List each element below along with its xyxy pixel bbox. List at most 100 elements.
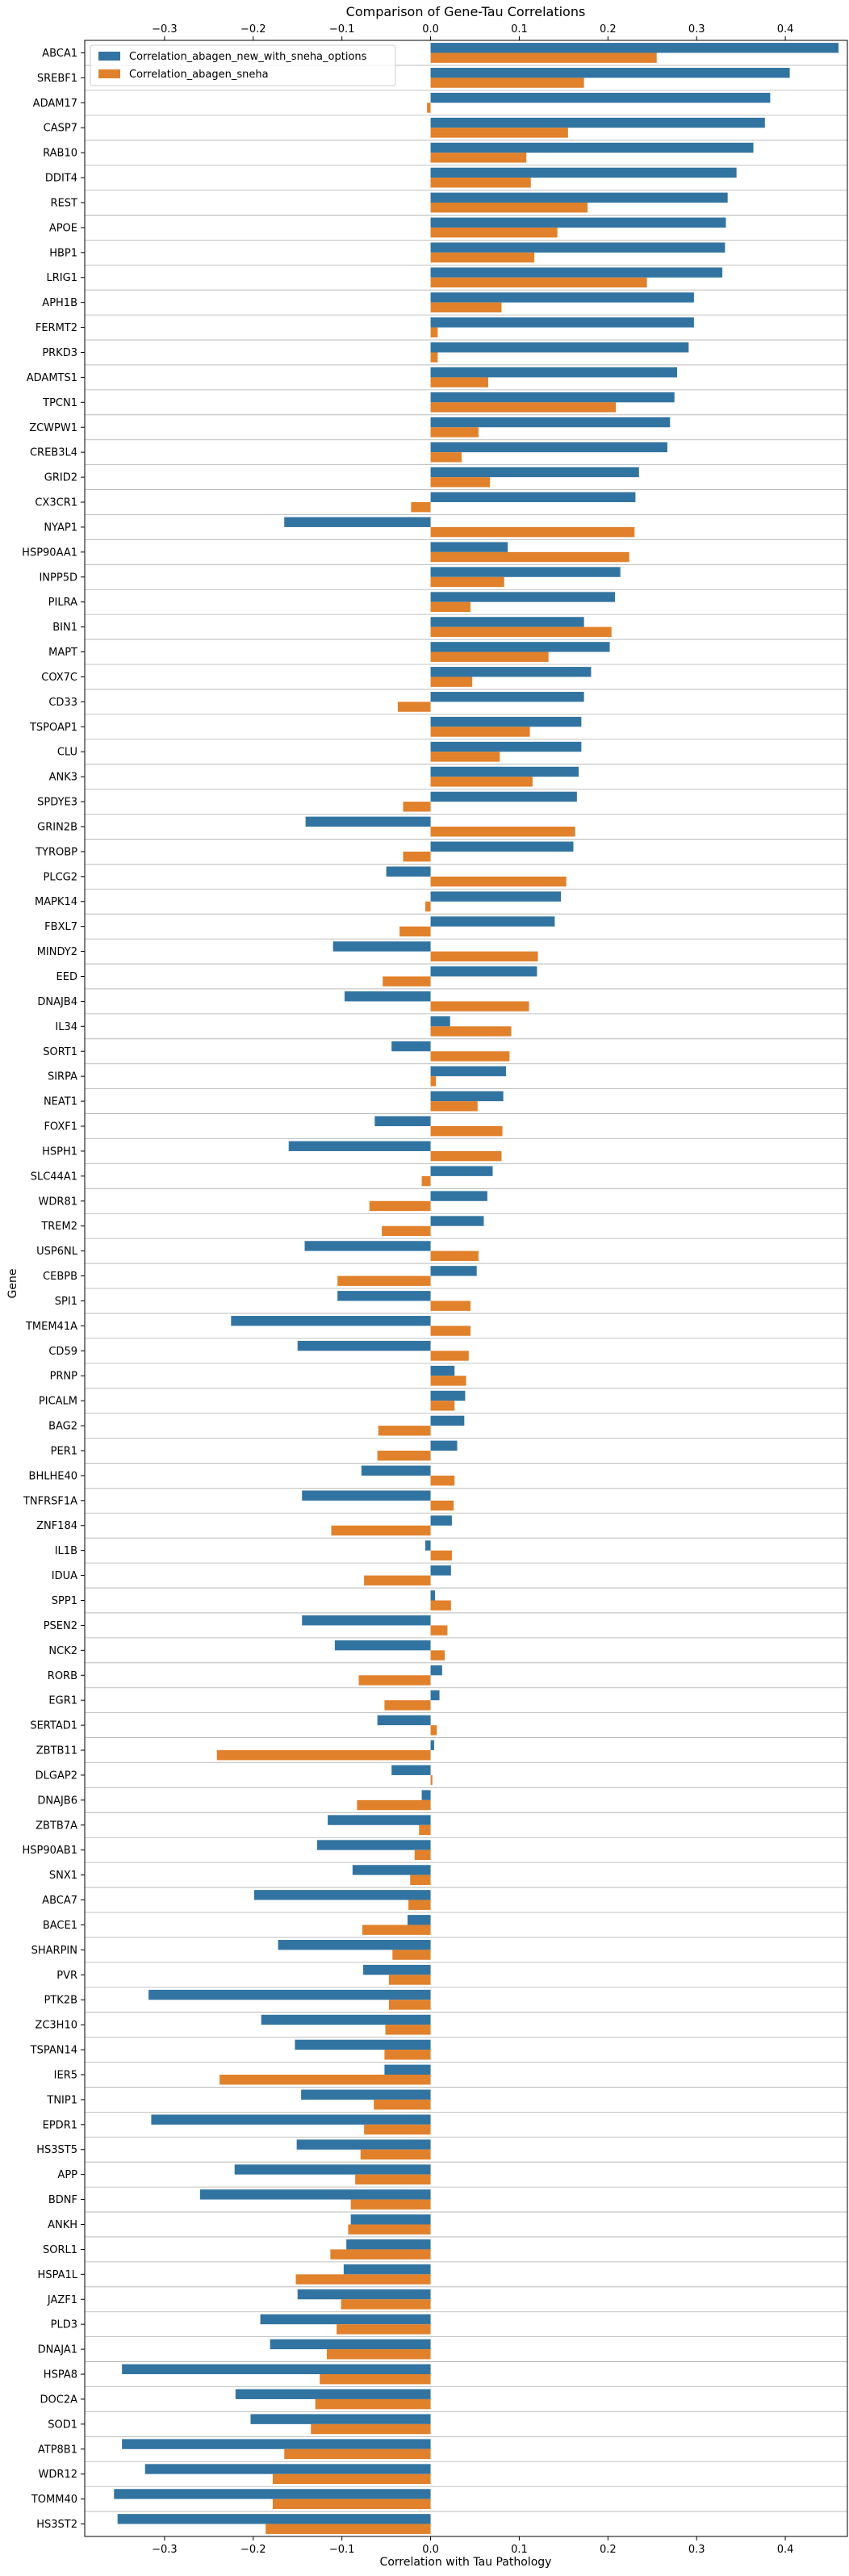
bar-new-with-sneha-options-hsph1 — [288, 1141, 431, 1151]
bar-sneha-apoe — [430, 227, 558, 238]
bar-new-with-sneha-options-ptk2b — [148, 1989, 431, 2000]
bar-new-with-sneha-options-adam17 — [430, 92, 771, 103]
bar-new-with-sneha-options-grin2b — [305, 816, 431, 827]
bar-sneha-zbtb11 — [216, 1750, 431, 1761]
bar-sneha-hspa1l — [295, 2274, 431, 2285]
bar-new-with-sneha-options-mapk14 — [430, 891, 562, 902]
bar-sneha-spi1 — [430, 1301, 471, 1311]
bar-sneha-bin1 — [430, 626, 612, 637]
bar-sneha-snx1 — [410, 1874, 431, 1885]
bar-new-with-sneha-options-dnaja1 — [270, 2339, 431, 2350]
bar-sneha-sort1 — [430, 1051, 510, 1062]
chart-title: Comparison of Gene-Tau Correlations — [346, 4, 586, 19]
bar-sneha-spdye3 — [403, 802, 431, 812]
bar-new-with-sneha-options-hbp1 — [430, 242, 726, 253]
bar-new-with-sneha-options-per1 — [430, 1440, 458, 1451]
bar-new-with-sneha-options-sorl1 — [346, 2239, 431, 2250]
y-tick-label-il34: IL34 — [55, 1021, 77, 1033]
bar-new-with-sneha-options-ank3 — [430, 766, 579, 777]
y-tick-label-app: APP — [57, 2169, 77, 2181]
y-tick-label-sod1: SOD1 — [48, 2419, 77, 2431]
y-tick-label-usp6nl: USP6NL — [36, 1246, 78, 1258]
bar-new-with-sneha-options-wdr81 — [430, 1191, 487, 1201]
y-tick-label-fbxl7: FBXL7 — [44, 921, 77, 933]
bar-new-with-sneha-options-picalm — [430, 1390, 466, 1401]
y-tick-label-srebf1: SREBF1 — [37, 73, 77, 85]
x-tick-label-top: −0.2 — [240, 23, 266, 36]
bar-new-with-sneha-options-foxf1 — [374, 1116, 431, 1127]
y-tick-label-creb3l4: CREB3L4 — [30, 447, 77, 459]
y-tick-label-inpp5d: INPP5D — [39, 572, 77, 584]
bar-sneha-pld3 — [337, 2324, 431, 2335]
y-tick-label-cox7c: COX7C — [41, 672, 77, 684]
y-tick-label-spp1: SPP1 — [52, 1595, 77, 1607]
bar-new-with-sneha-options-nck2 — [334, 1640, 431, 1651]
bar-new-with-sneha-options-doc2a — [235, 2389, 431, 2399]
y-tick-label-lrig1: LRIG1 — [47, 272, 77, 284]
y-tick-label-grid2: GRID2 — [44, 472, 77, 484]
y-tick-label-dnajb4: DNAJB4 — [37, 996, 77, 1008]
bar-sneha-ptk2b — [388, 2000, 431, 2010]
bar-new-with-sneha-options-pvr — [363, 1964, 431, 1975]
bar-sneha-abca1 — [430, 52, 657, 63]
y-tick-label-tnfrsf1a: TNFRSF1A — [23, 1495, 77, 1507]
y-tick-label-casp7: CASP7 — [44, 123, 77, 135]
y-tick-label-tpcn1: TPCN1 — [42, 397, 77, 409]
bar-new-with-sneha-options-creb3l4 — [430, 442, 667, 453]
bar-sneha-trem2 — [382, 1225, 431, 1237]
y-tick-label-rest: REST — [51, 197, 77, 209]
bar-sneha-idua — [364, 1575, 431, 1585]
bar-new-with-sneha-options-eed — [430, 966, 537, 977]
y-tick-label-zbtb11: ZBTB11 — [36, 1745, 77, 1757]
y-tick-label-tspoap1: TSPOAP1 — [29, 722, 77, 734]
bar-new-with-sneha-options-il34 — [430, 1016, 450, 1027]
bar-new-with-sneha-options-tmem41a — [231, 1316, 431, 1326]
bar-sneha-rest — [430, 202, 588, 213]
bar-sneha-nyap1 — [430, 526, 635, 538]
bar-new-with-sneha-options-znf184 — [430, 1515, 452, 1526]
bar-new-with-sneha-options-bace1 — [407, 1915, 431, 1925]
bar-sneha-mindy2 — [430, 951, 538, 961]
bar-sneha-clu — [430, 752, 500, 762]
bar-new-with-sneha-options-bag2 — [430, 1415, 465, 1426]
y-tick-label-atp8b1: ATP8B1 — [38, 2444, 77, 2456]
bar-new-with-sneha-options-hsp90ab1 — [316, 1840, 431, 1850]
bar-sneha-hsph1 — [430, 1150, 502, 1162]
y-tick-label-bdnf: BDNF — [48, 2194, 77, 2206]
y-tick-label-tyrobp: TYROBP — [35, 846, 77, 858]
y-tick-label-nyap1: NYAP1 — [44, 521, 77, 534]
y-tick-label-ank3: ANK3 — [49, 772, 77, 784]
bar-new-with-sneha-options-tpcn1 — [430, 392, 675, 403]
y-tick-label-zbtb7a: ZBTB7A — [36, 1820, 77, 1832]
y-tick-label-hs3st5: HS3ST5 — [36, 2144, 77, 2156]
y-tick-label-foxf1: FOXF1 — [44, 1121, 77, 1133]
bar-new-with-sneha-options-cd33 — [430, 692, 584, 702]
bar-sneha-rorb — [358, 1675, 431, 1686]
x-tick-label-top: 0.1 — [511, 23, 528, 36]
bar-sneha-spp1 — [430, 1600, 451, 1611]
bar-sneha-ddit4 — [430, 178, 531, 188]
bar-new-with-sneha-options-srebf1 — [430, 68, 790, 78]
bar-new-with-sneha-options-cox7c — [430, 667, 592, 677]
bar-sneha-bace1 — [362, 1925, 431, 1935]
bar-new-with-sneha-options-snx1 — [352, 1865, 431, 1875]
bar-new-with-sneha-options-adamts1 — [430, 367, 678, 378]
bar-sneha-epdr1 — [364, 2124, 431, 2135]
y-tick-label-hbp1: HBP1 — [49, 247, 77, 259]
bar-sneha-dnaja1 — [326, 2349, 431, 2360]
bar-sneha-cd59 — [430, 1351, 469, 1361]
y-tick-label-sirpa: SIRPA — [48, 1071, 77, 1083]
x-tick-label-top: 0.2 — [600, 23, 617, 36]
bar-new-with-sneha-options-sirpa — [430, 1066, 506, 1077]
bar-new-with-sneha-options-nyap1 — [284, 517, 431, 527]
bar-sneha-hspa8 — [320, 2374, 431, 2385]
y-tick-label-plcg2: PLCG2 — [43, 871, 77, 883]
y-tick-label-mapt: MAPT — [48, 647, 77, 659]
x-tick-label-top: 0.4 — [777, 23, 794, 36]
bar-sneha-sorl1 — [330, 2249, 431, 2260]
bar-sneha-adam17 — [427, 103, 431, 113]
y-tick-label-neat1: NEAT1 — [44, 1096, 77, 1108]
y-tick-label-idua: IDUA — [52, 1570, 77, 1582]
bar-sneha-sertad1 — [430, 1725, 437, 1736]
y-tick-label-abca7: ABCA7 — [42, 1895, 77, 1907]
